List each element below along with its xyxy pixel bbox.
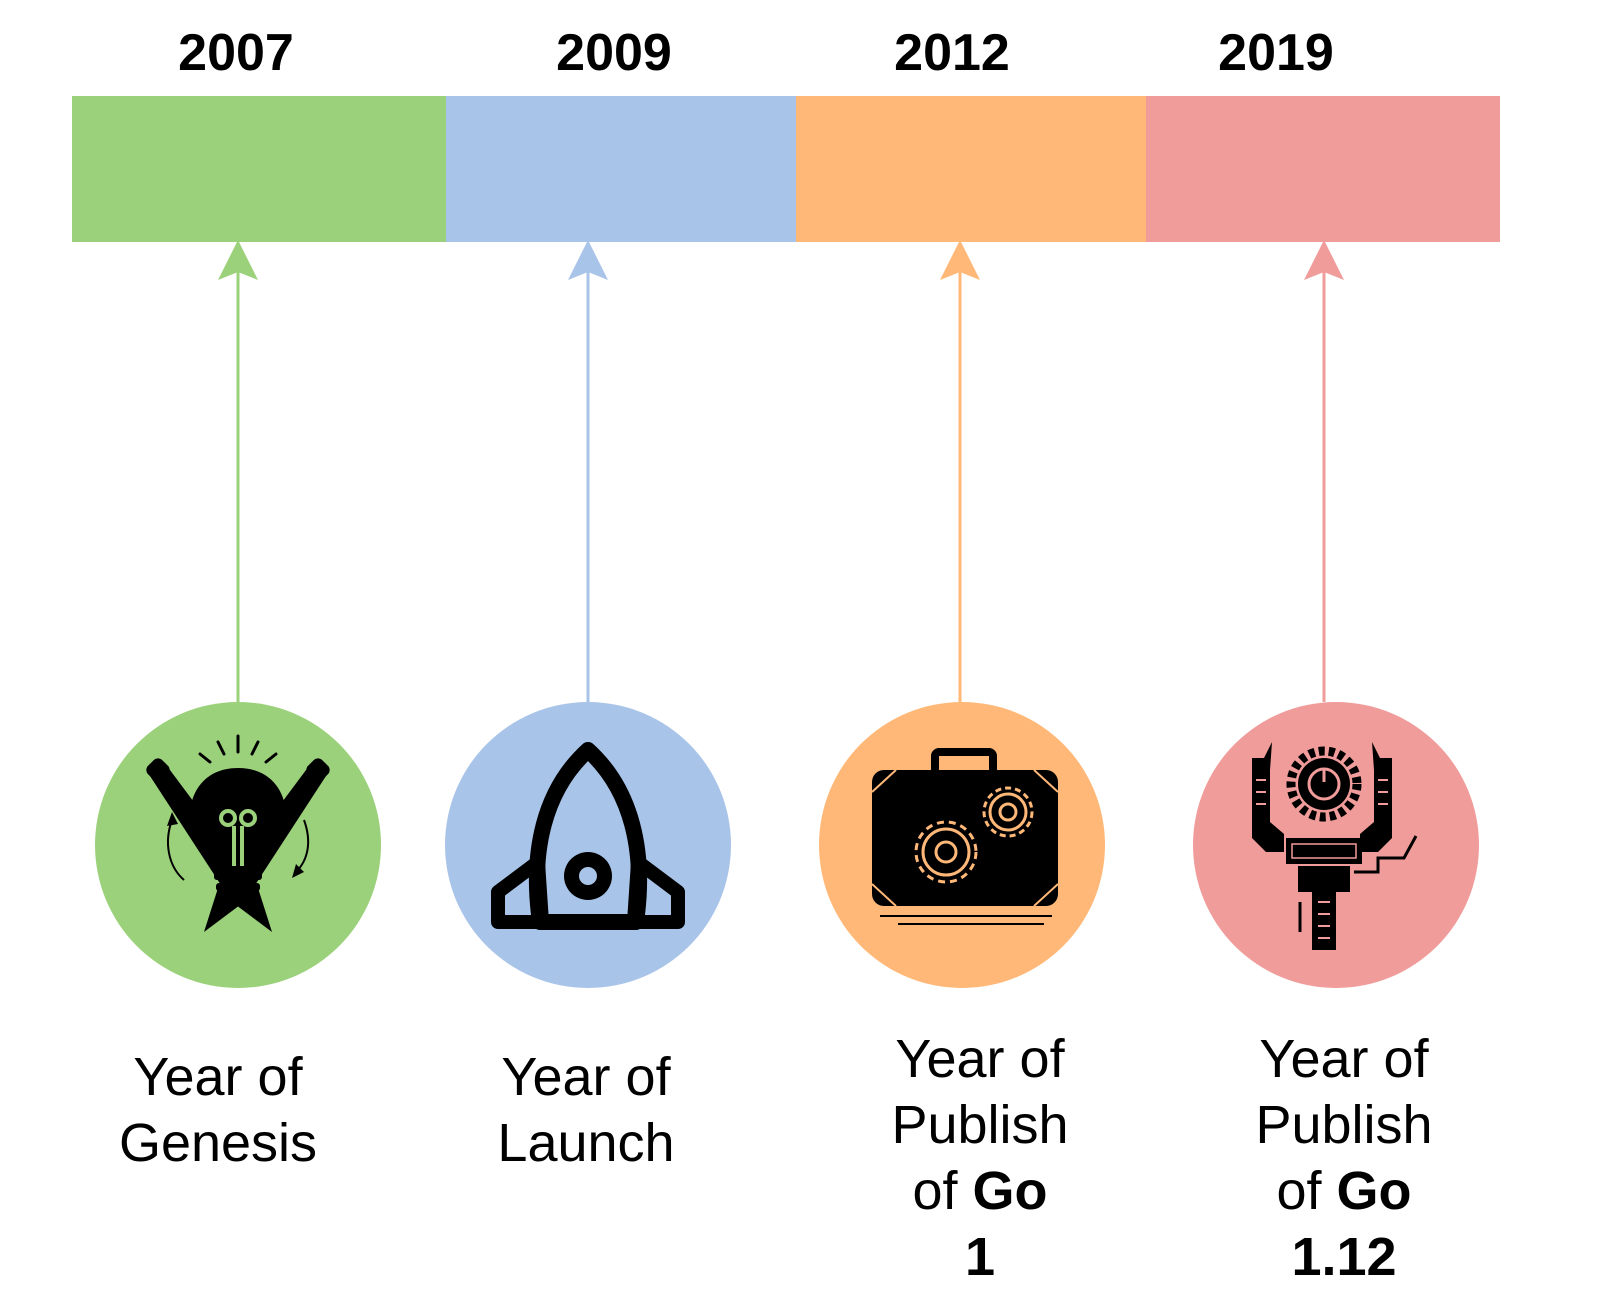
year-label-2012: 2012 (894, 24, 1010, 82)
caption-go-1: Year of Publish of Go 1 (830, 1026, 1130, 1290)
arrow-2012 (940, 240, 980, 702)
year-label-2009: 2009 (556, 24, 672, 82)
caption-version: 1.12 (1194, 1224, 1494, 1290)
caption-line: Launch (497, 1113, 675, 1173)
robot-arm-gear-icon (1252, 742, 1418, 950)
caption-line: Year of (1259, 1029, 1429, 1089)
year-label-2019: 2019 (1218, 24, 1334, 82)
caption-line: of Go (830, 1158, 1130, 1224)
arrow-2019 (1304, 240, 1344, 702)
version-number: 1 (964, 1227, 996, 1287)
caption-line: of Go (1194, 1158, 1494, 1224)
arrow-2009 (568, 240, 608, 702)
caption-version: 1 (830, 1224, 1130, 1290)
caption-of: of (1276, 1161, 1322, 1221)
caption-go: Go (1336, 1161, 1412, 1221)
caption-line: Year of (133, 1047, 303, 1107)
caption-line: Year of (895, 1029, 1065, 1089)
lightbulb-pencils-icon (146, 734, 330, 932)
caption-line: Publish (891, 1095, 1069, 1155)
timeline-segment-2019 (1146, 96, 1500, 242)
caption-of: of (912, 1161, 958, 1221)
timeline-segment-2012 (796, 96, 1146, 242)
timeline-segment-2009 (446, 96, 796, 242)
caption-go-1-12: Year of Publish of Go 1.12 (1194, 1026, 1494, 1290)
timeline-segment-2007 (72, 96, 446, 242)
version-number: 1.12 (1291, 1227, 1397, 1287)
rocket-icon (491, 742, 685, 930)
caption-genesis: Year of Genesis (68, 1044, 368, 1176)
caption-go: Go (972, 1161, 1048, 1221)
caption-line: Genesis (118, 1113, 318, 1173)
toolbox-gears-icon (871, 748, 1059, 925)
caption-line: Publish (1255, 1095, 1433, 1155)
year-label-2007: 2007 (178, 24, 294, 82)
arrow-2007 (218, 240, 258, 702)
caption-launch: Year of Launch (436, 1044, 736, 1176)
caption-line: Year of (501, 1047, 671, 1107)
